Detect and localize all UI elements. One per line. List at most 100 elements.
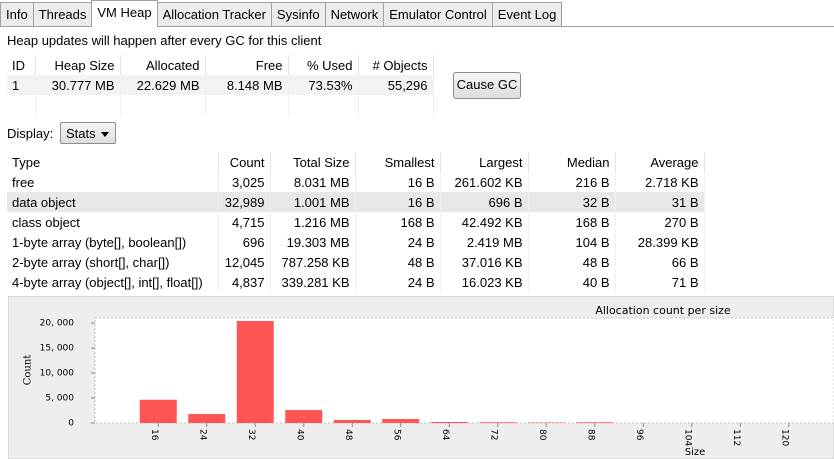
bar xyxy=(236,321,274,423)
table-cell: 168 B xyxy=(528,212,616,232)
column-header: Free xyxy=(205,55,289,75)
empty-cell xyxy=(7,95,36,115)
column-header: Average xyxy=(615,152,705,172)
table-row: free 3,025 8.031 MB 16 B 261.602 KB 216 B 2.71… xyxy=(7,172,705,192)
bar xyxy=(333,420,371,423)
table-cell: 2-byte array (short[], char[]) xyxy=(7,252,219,272)
table-cell: 696 xyxy=(218,232,271,252)
column-header: # Objects xyxy=(358,55,434,75)
header-row: Type Count Total Size Smallest Largest Median… xyxy=(7,152,705,172)
tab[interactable]: VM Heap xyxy=(91,0,158,27)
column-header: Smallest xyxy=(355,152,441,172)
cause-gc-button[interactable]: Cause GC xyxy=(453,72,521,99)
empty-cell xyxy=(35,95,121,115)
empty-cell xyxy=(288,95,359,115)
table-cell: 66 B xyxy=(615,252,705,272)
table-cell: 48 B xyxy=(355,252,441,272)
column-header: Largest xyxy=(440,152,529,172)
bar xyxy=(479,422,517,423)
x-tick-label: 120 xyxy=(779,429,789,446)
table-cell: 24 B xyxy=(355,272,441,291)
table-cell: 32,989 xyxy=(218,192,271,212)
table-cell: 104 B xyxy=(528,232,616,252)
table-cell: data object xyxy=(7,192,219,212)
table-cell: 8.148 MB xyxy=(205,75,289,95)
table-cell: 787.258 KB xyxy=(270,252,356,272)
x-axis-label: Size xyxy=(685,447,706,458)
x-tick-label: 104 xyxy=(682,429,692,446)
table-cell: 1 xyxy=(7,75,36,95)
x-tick-label: 64 xyxy=(440,429,450,441)
header-row: ID Heap Size Allocated Free% Used # Objects xyxy=(7,55,434,75)
table-cell: 270 B xyxy=(615,212,705,232)
column-header: Heap Size xyxy=(35,55,121,75)
table-cell: 48 B xyxy=(528,252,616,272)
table-cell: 2.419 MB xyxy=(440,232,529,252)
x-tick-label: 40 xyxy=(294,429,304,441)
x-tick-label: 56 xyxy=(391,429,401,441)
table-cell: 31 B xyxy=(615,192,705,212)
table-cell: 42.492 KB xyxy=(440,212,529,232)
y-tick-label: 20, 000 xyxy=(40,319,75,329)
y-tick-label: 10, 000 xyxy=(40,369,75,379)
bar xyxy=(188,414,226,423)
table-row: 2-byte array (short[], char[]) 12,045 787.… xyxy=(7,252,705,272)
tab[interactable]: Network xyxy=(324,2,385,26)
display-select[interactable]: Stats xyxy=(60,122,116,144)
x-tick-label: 32 xyxy=(246,429,256,440)
x-tick-label: 16 xyxy=(149,429,159,441)
table-cell: 30.777 MB xyxy=(35,75,121,95)
table-cell: class object xyxy=(7,212,219,232)
table-cell: 4,837 xyxy=(218,272,271,291)
table-cell: 1.001 MB xyxy=(270,192,356,212)
column-header: Type xyxy=(7,152,219,172)
table-cell: 37.016 KB xyxy=(440,252,529,272)
y-tick-label: 0 xyxy=(68,419,74,429)
tab[interactable]: Threads xyxy=(32,2,93,26)
stats-table: Type Count Total Size Smallest Largest Median… xyxy=(7,152,705,291)
table-cell: free xyxy=(7,172,219,192)
table-cell: 71 B xyxy=(615,272,705,291)
plot-area xyxy=(94,317,834,424)
table-cell: 3,025 xyxy=(218,172,271,192)
table-cell: 339.281 KB xyxy=(270,272,356,291)
x-tick-label: 72 xyxy=(488,429,498,440)
table-cell: 73.53% xyxy=(288,75,359,95)
tab[interactable]: Event Log xyxy=(491,2,563,26)
tab[interactable]: Emulator Control xyxy=(383,2,493,26)
bar xyxy=(576,422,614,423)
table-cell: 696 B xyxy=(440,192,529,212)
x-tick-label: 88 xyxy=(585,429,595,441)
empty-cell xyxy=(205,95,289,115)
chart-title: Allocation count per size xyxy=(595,304,731,317)
column-header: Total Size xyxy=(270,152,356,172)
tab[interactable]: Sysinfo xyxy=(270,2,326,26)
table-row: 1 30.777 MB 22.629 MB 8.148 MB 73.53% 55,296 xyxy=(7,75,434,95)
table-cell: 19.303 MB xyxy=(270,232,356,252)
table-cell: 168 B xyxy=(355,212,441,232)
display-label: Display: xyxy=(7,126,54,141)
y-tick-label: 5, 000 xyxy=(45,394,74,404)
table-cell: 32 B xyxy=(528,192,616,212)
empty-row xyxy=(7,95,434,115)
x-tick-label: 96 xyxy=(634,429,644,441)
table-cell: 1-byte array (byte[], boolean[]) xyxy=(7,232,219,252)
table-cell: 1.216 MB xyxy=(270,212,356,232)
tab[interactable]: Allocation Tracker xyxy=(156,2,272,26)
chart: Allocation count per size Count Size 0 5,… xyxy=(8,296,834,459)
y-axis-label: Count xyxy=(23,355,34,386)
table-cell: 2.718 KB xyxy=(615,172,705,192)
column-header: Median xyxy=(528,152,616,172)
x-tick-label: 112 xyxy=(731,429,741,446)
x-tick-label: 80 xyxy=(537,429,547,441)
x-tick-label: 48 xyxy=(343,429,353,441)
table-cell: 40 B xyxy=(528,272,616,291)
table-cell: 261.602 KB xyxy=(440,172,529,192)
x-tick-label: 24 xyxy=(197,429,207,441)
table-cell: 22.629 MB xyxy=(120,75,206,95)
y-tick-label: 15, 000 xyxy=(40,344,75,354)
bar xyxy=(285,410,323,423)
table-cell: 16 B xyxy=(355,192,441,212)
tab[interactable]: Info xyxy=(0,2,34,26)
